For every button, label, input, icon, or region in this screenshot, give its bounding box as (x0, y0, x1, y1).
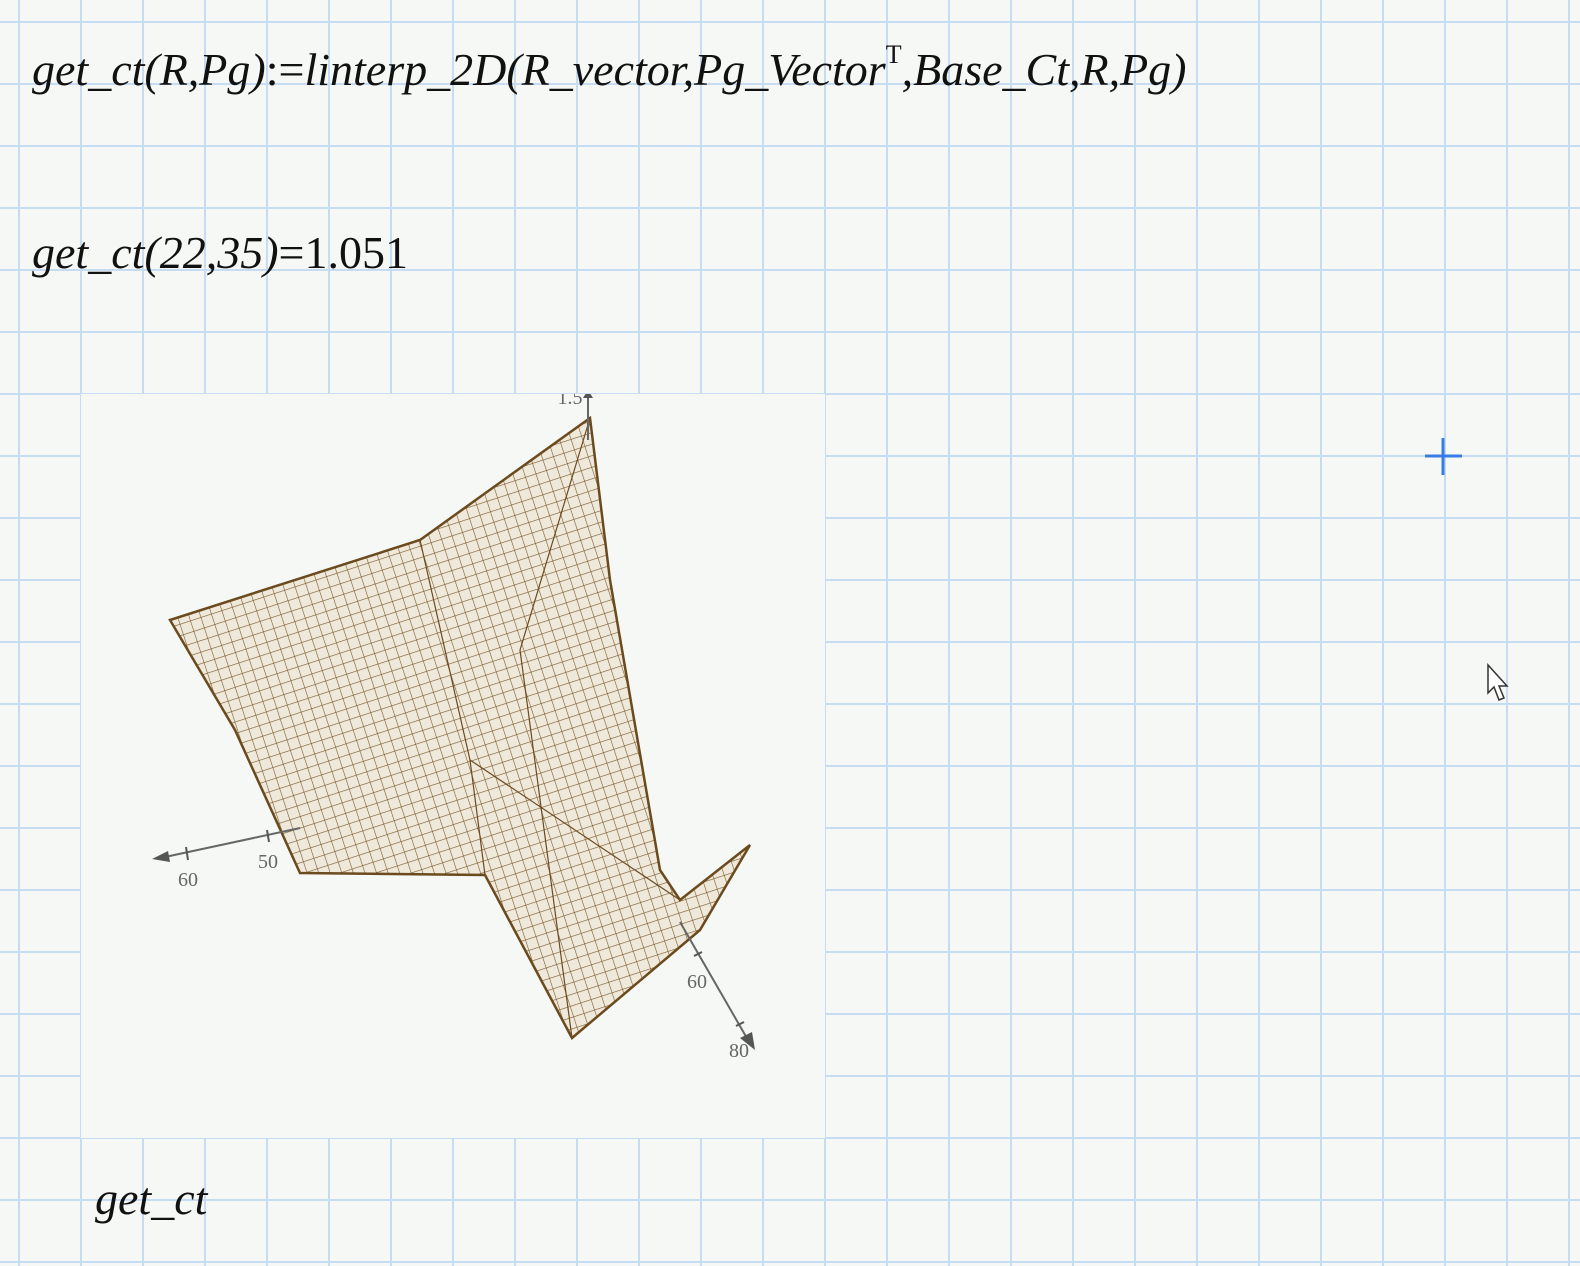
surface: 1.5 60 50 60 80 (152, 387, 755, 1062)
definition-rhs: linterp_2D(R_vector,Pg_Vector (304, 44, 886, 95)
evaluation-operator: = (278, 227, 305, 278)
definition-lhs: get_ct(R,Pg) (32, 44, 266, 95)
cursors (1425, 438, 1509, 701)
left-tick-label: 60 (178, 869, 198, 891)
right-tick-label: 60 (687, 971, 707, 993)
definition-rhs-end: ,Base_Ct,R,Pg) (901, 44, 1187, 95)
definition[interactable]: get_ct(R,Pg):=linterp_2D(R_vector,Pg_Vec… (32, 40, 1187, 96)
z-tick-label: 1.5 (558, 394, 583, 409)
plot-label: get_ct (95, 1173, 208, 1224)
plot-canvas: 1.5 60 50 60 80 (152, 387, 755, 1062)
evaluation-result: 1.051 (304, 227, 408, 278)
surface-plot[interactable]: 1.5 60 50 60 80 (81, 387, 825, 1138)
left-tick-label: 50 (258, 851, 278, 873)
transpose: T (885, 40, 902, 69)
evaluation[interactable]: get_ct(22,35)=1.051 (32, 226, 408, 279)
right-tick-label: 80 (729, 1040, 749, 1062)
evaluation-expression: get_ct(22,35) (32, 227, 279, 278)
definition-operator: := (265, 44, 305, 95)
